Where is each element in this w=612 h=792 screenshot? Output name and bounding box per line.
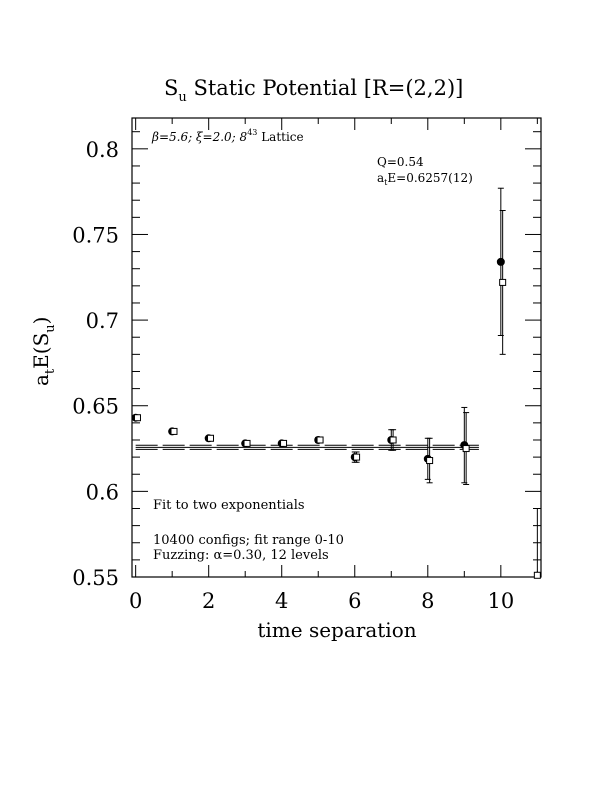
axis-ticks	[132, 118, 541, 578]
data-point-square	[462, 445, 470, 453]
data-points	[131, 187, 541, 579]
data-point-square	[207, 434, 215, 442]
fit-result-annotation: atE=0.6257(12)	[377, 171, 473, 187]
y-tick-label: 0.55	[72, 566, 119, 590]
data-point-square	[353, 453, 361, 461]
x-tick-label: 0	[129, 589, 142, 613]
data-point-circle	[496, 257, 505, 266]
data-point-square	[243, 439, 251, 447]
data-point-square	[426, 457, 434, 465]
y-tick-label: 0.65	[72, 395, 119, 419]
plot-frame	[131, 117, 542, 578]
data-point-square	[170, 427, 178, 435]
y-tick-label: 0.75	[72, 223, 119, 247]
data-point-square	[133, 414, 141, 422]
q-annotation: Q=0.54	[377, 155, 424, 169]
y-axis-label: atE(Su)	[29, 317, 58, 386]
tick-labels: 0 2 4 6 8 10 0.55 0.6 0.65 0.7 0.75 0.8	[72, 138, 514, 613]
configs-annotation: 10400 configs; fit range 0-10	[153, 533, 344, 548]
x-axis-label: time separation	[257, 618, 416, 642]
x-tick-label: 2	[202, 589, 215, 613]
chart-title: Su Static Potential [R=(2,2)]	[164, 76, 463, 105]
fit-band	[135, 444, 479, 450]
data-point-square	[499, 278, 507, 286]
fit-description: Fit to two exponentials	[153, 498, 305, 513]
data-point-square	[389, 436, 397, 444]
x-tick-label: 8	[421, 589, 434, 613]
x-tick-label: 4	[275, 589, 288, 613]
x-tick-label: 10	[487, 589, 514, 613]
data-point-square	[533, 571, 541, 579]
data-point-square	[280, 439, 288, 447]
y-tick-label: 0.8	[86, 138, 119, 162]
y-tick-label: 0.7	[86, 309, 119, 333]
y-tick-label: 0.6	[86, 480, 119, 504]
x-tick-label: 6	[348, 589, 361, 613]
lattice-params-annotation: β=5.6; ξ=2.0; 843 Lattice	[151, 128, 304, 144]
fuzzing-annotation: Fuzzing: α=0.30, 12 levels	[153, 548, 329, 563]
data-point-square	[316, 436, 324, 444]
